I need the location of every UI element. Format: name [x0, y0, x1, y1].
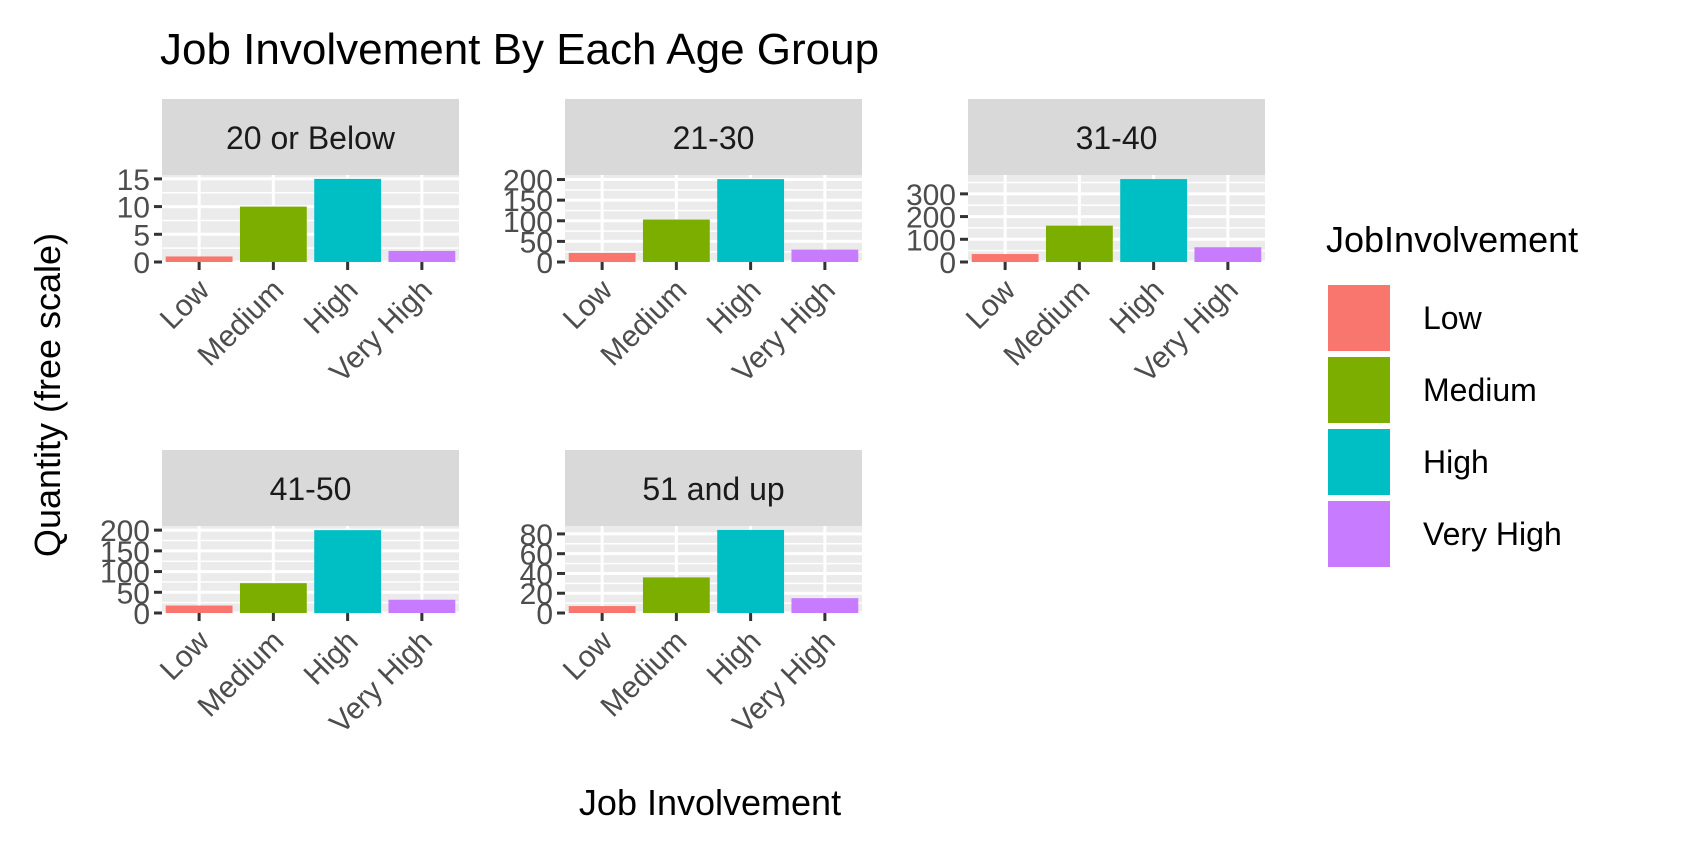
y-tick-label: 80: [520, 519, 553, 552]
x-tick-label: High: [1104, 274, 1171, 341]
bar-very-high: [388, 250, 456, 262]
bar-medium: [239, 206, 307, 262]
y-tick-label: 60: [520, 539, 553, 572]
facet-strip: [968, 99, 1265, 175]
bar-low: [971, 254, 1039, 262]
bar-low: [165, 605, 233, 613]
y-tick-label: 300: [906, 179, 956, 212]
y-axis-title: Quantity (free scale): [27, 233, 68, 557]
x-tick-label: High: [298, 625, 365, 692]
facet-label: 31-40: [1076, 120, 1158, 156]
facet-label: 41-50: [270, 471, 352, 507]
y-tick-label: 0: [133, 247, 150, 280]
bar-medium: [642, 219, 710, 262]
x-axis-title: Job Involvement: [579, 782, 841, 823]
bar-high: [314, 530, 382, 613]
legend-label: Very High: [1423, 516, 1562, 552]
y-tick-label: 50: [117, 577, 150, 610]
x-tick-label: High: [701, 274, 768, 341]
bar-very-high: [791, 249, 859, 262]
facet-label: 21-30: [673, 120, 755, 156]
bar-high: [1120, 179, 1188, 262]
bar-very-high: [388, 599, 456, 613]
legend-key-medium: [1326, 355, 1392, 425]
bar-high: [717, 529, 785, 613]
y-tick-label: 10: [117, 192, 150, 225]
legend-key-very-high: [1326, 499, 1392, 569]
x-tick-label: Low: [154, 624, 216, 686]
bar-high: [314, 178, 382, 262]
bar-very-high: [1194, 247, 1262, 262]
x-tick-label: Low: [557, 624, 619, 686]
bar-medium: [1045, 225, 1113, 262]
y-tick-label: 50: [520, 226, 553, 259]
y-tick-label: 100: [906, 224, 956, 257]
y-tick-label: 200: [503, 165, 553, 198]
y-tick-label: 15: [117, 164, 150, 197]
y-tick-label: 150: [100, 536, 150, 569]
chart-title: Job Involvement By Each Age Group: [160, 25, 879, 74]
facet-strip: [565, 450, 862, 526]
legend-title: JobInvolvement: [1326, 219, 1578, 260]
y-tick-label: 150: [503, 185, 553, 218]
legend-key-low: [1326, 283, 1392, 353]
y-tick-label: 200: [906, 202, 956, 235]
legend-label: Medium: [1423, 372, 1537, 408]
facet-strip: [565, 99, 862, 175]
bar-low: [568, 252, 636, 262]
plot-background: [565, 175, 862, 262]
y-tick-label: 0: [536, 247, 553, 280]
x-tick-label: Low: [154, 273, 216, 335]
bar-high: [717, 179, 785, 262]
x-tick-label: Low: [960, 273, 1022, 335]
bar-very-high: [791, 598, 859, 613]
facet-label: 51 and up: [642, 471, 784, 507]
y-tick-label: 40: [520, 558, 553, 591]
x-tick-label: High: [298, 274, 365, 341]
bar-low: [568, 606, 636, 613]
y-tick-label: 0: [536, 598, 553, 631]
x-tick-label: High: [701, 625, 768, 692]
x-tick-label: Low: [557, 273, 619, 335]
y-tick-label: 100: [100, 557, 150, 590]
facet-strip: [162, 99, 459, 175]
bar-medium: [642, 577, 710, 613]
legend-label: Low: [1423, 300, 1483, 336]
facet-label: 20 or Below: [226, 120, 396, 156]
legend-label: High: [1423, 444, 1489, 480]
y-tick-label: 200: [100, 515, 150, 548]
plot-background: [162, 175, 459, 262]
y-tick-label: 5: [133, 219, 150, 252]
y-tick-label: 0: [133, 598, 150, 631]
y-tick-label: 100: [503, 206, 553, 239]
facet-strip: [162, 450, 459, 526]
y-tick-label: 20: [520, 578, 553, 611]
bar-medium: [239, 583, 307, 613]
bar-low: [165, 256, 233, 262]
legend-key-high: [1326, 427, 1392, 497]
y-tick-label: 0: [939, 247, 956, 280]
legend: JobInvolvement Low Medium High Very High: [1326, 219, 1578, 569]
